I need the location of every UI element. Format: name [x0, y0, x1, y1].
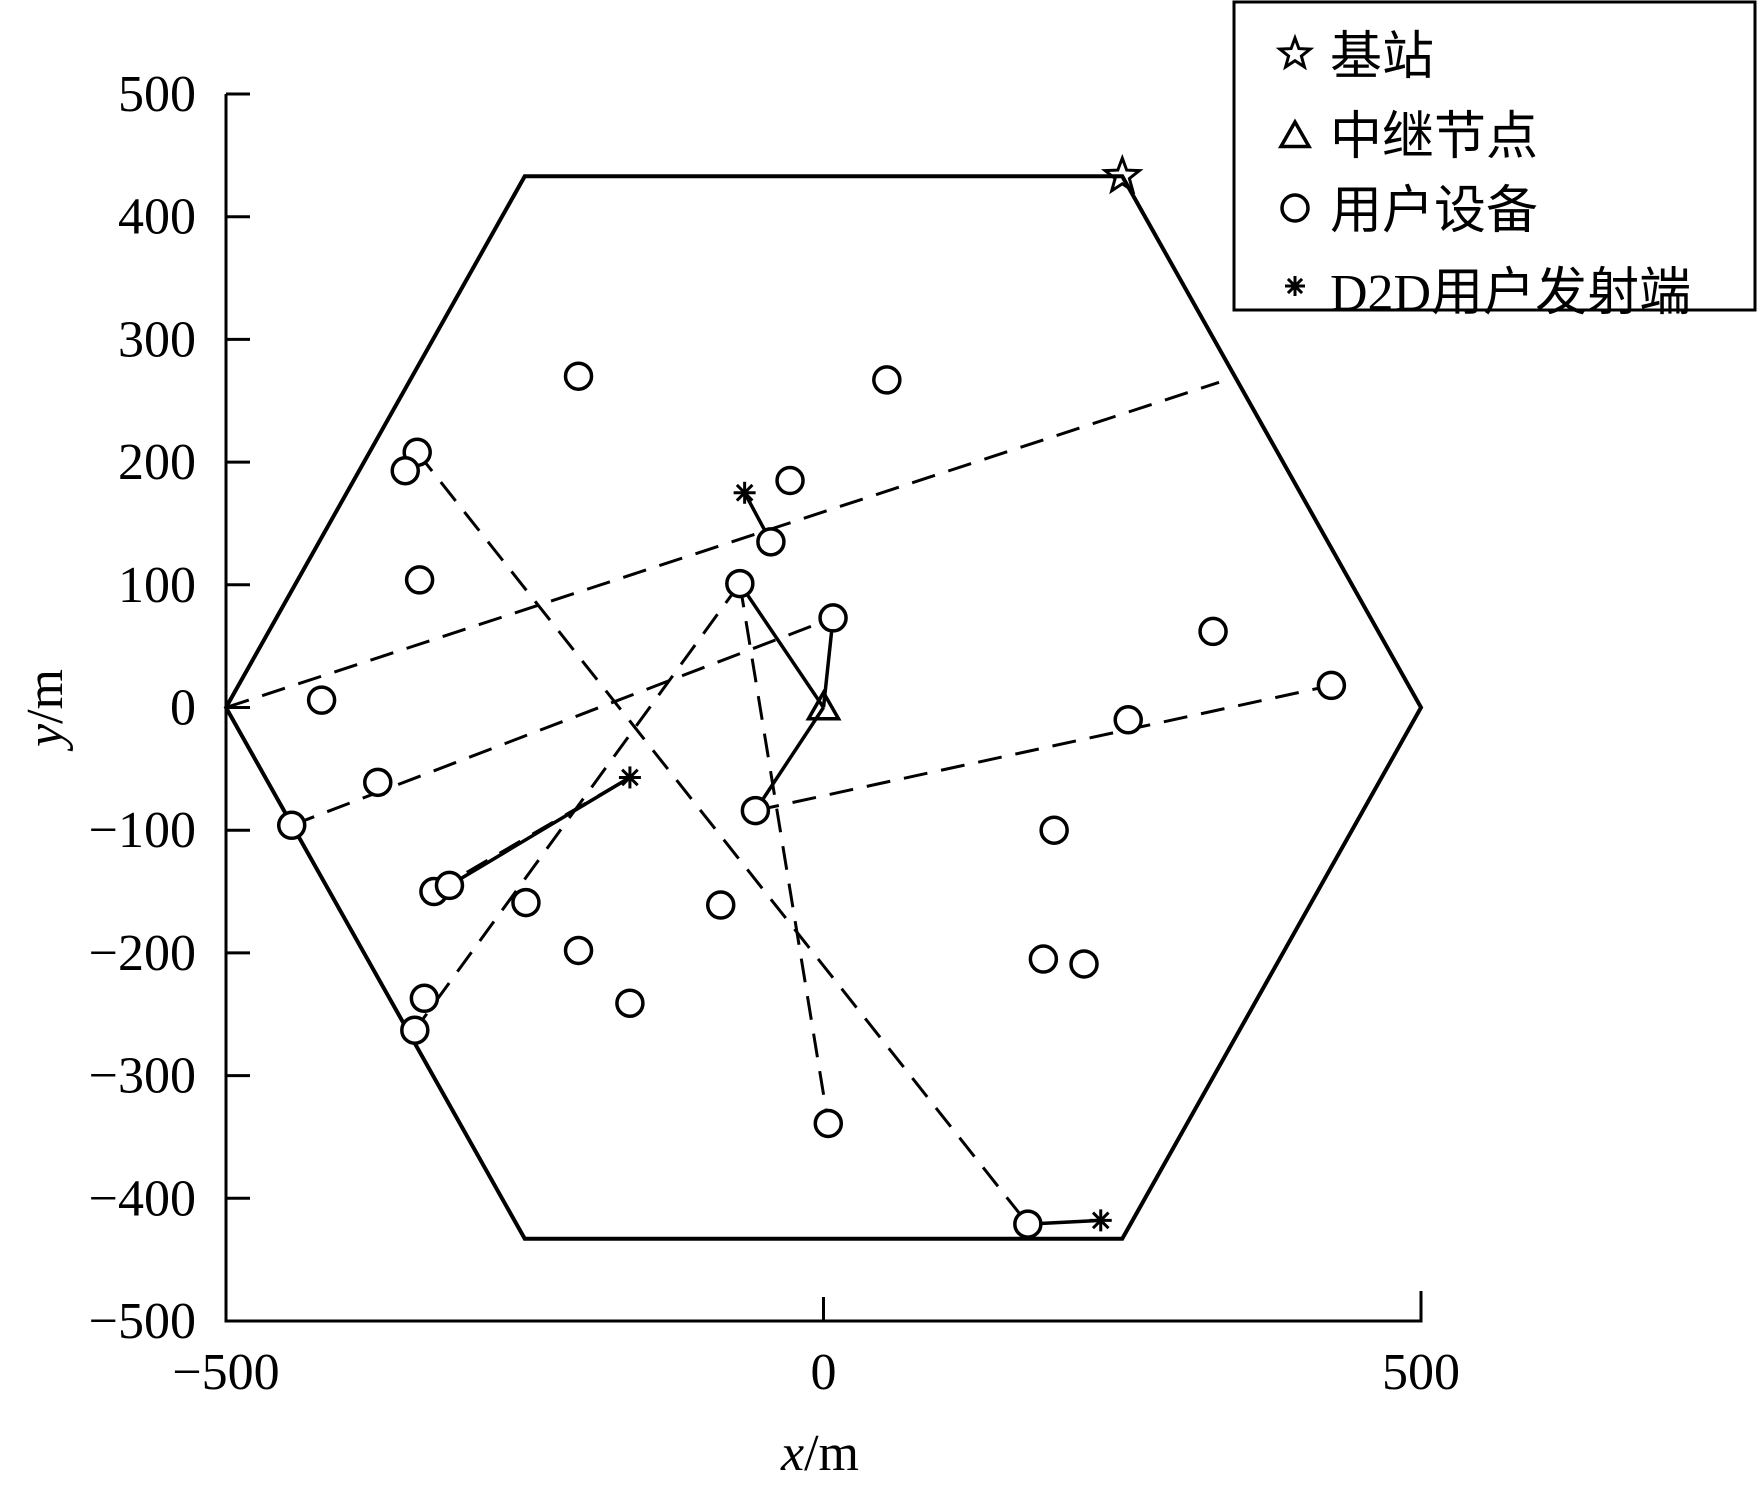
- legend-circle-icon: [1280, 193, 1310, 223]
- user-equipment-point: [740, 795, 771, 826]
- dashed-link: [416, 451, 1030, 1225]
- legend-star-icon: [1275, 33, 1315, 71]
- y-tick-label: −400: [89, 1170, 196, 1227]
- legend-asterisk-icon: [1285, 276, 1305, 296]
- user-equipment-point: [1198, 616, 1228, 647]
- y-tick-label: 500: [118, 66, 196, 123]
- y-tick-label: −200: [89, 925, 196, 982]
- y-tick-label: 400: [118, 189, 196, 246]
- user-equipment-points: [276, 361, 1347, 1239]
- user-equipment-point: [409, 983, 440, 1014]
- legend-item: 基站: [1275, 29, 1434, 86]
- user-equipment-point: [872, 365, 902, 395]
- asterisk-stroke: [1286, 277, 1304, 295]
- user-equipment-point: [434, 870, 465, 901]
- d2d-transmitter-points: [618, 481, 1112, 1232]
- x-tick-label: −500: [172, 1344, 279, 1401]
- d2d-transmitter-point: [618, 766, 641, 789]
- solid-link: [738, 582, 825, 709]
- d2d-transmitter-point: [1089, 1209, 1112, 1232]
- solid-link: [753, 706, 825, 812]
- legend-label: 用户设备: [1330, 183, 1538, 240]
- y-tick-label: 0: [170, 680, 196, 737]
- user-equipment-point: [1039, 815, 1069, 845]
- user-equipment-point: [563, 935, 594, 966]
- user-equipment-point: [1316, 670, 1347, 701]
- legend-box: [1232, 0, 1757, 312]
- y-axis-title: y/m: [17, 669, 74, 752]
- relay-node-point: [805, 688, 842, 721]
- user-equipment-point: [404, 565, 435, 595]
- asterisk-stroke: [735, 483, 754, 502]
- user-equipment-point: [276, 810, 307, 841]
- solid-links: [448, 491, 1101, 1226]
- x-tick-label: 500: [1382, 1344, 1460, 1401]
- y-ticks: 500 400 300 200 100 0 −100 −200 −300 −400 −500: [89, 66, 250, 1350]
- user-equipment-point: [1013, 1209, 1043, 1239]
- asterisk-stroke: [1091, 1211, 1110, 1230]
- solid-link: [448, 775, 631, 887]
- asterisk-stroke: [621, 768, 639, 787]
- y-tick-label: −500: [89, 1293, 196, 1350]
- user-equipment-point: [615, 988, 645, 1018]
- y-tick-label: −100: [89, 802, 196, 859]
- legend-triangle-icon: [1277, 118, 1313, 149]
- user-equipment-point: [705, 890, 736, 920]
- user-equipment-point: [1028, 944, 1059, 974]
- base-station-point: [1100, 153, 1144, 195]
- legend-label: 基站: [1330, 29, 1434, 86]
- legend-item: D2D用户发射端: [1285, 265, 1691, 322]
- dashed-link: [738, 583, 830, 1124]
- user-equipment-point: [813, 1108, 844, 1139]
- user-equipment-point: [756, 527, 786, 557]
- legend-item: 用户设备: [1280, 183, 1538, 240]
- y-tick-label: 100: [118, 557, 196, 614]
- user-equipment-point: [363, 767, 393, 798]
- user-equipment-point: [390, 455, 420, 486]
- user-equipment-point: [563, 361, 594, 391]
- user-equipment-point: [1113, 705, 1143, 735]
- user-equipment-point: [725, 568, 755, 599]
- plot-area: [223, 153, 1424, 1241]
- base-station-points: [1100, 153, 1144, 195]
- x-ticks: −500 0 500: [172, 1297, 1460, 1401]
- legend-label: D2D用户发射端: [1330, 265, 1691, 322]
- user-equipment-point: [818, 603, 848, 633]
- d2d-transmitter-point: [733, 481, 756, 504]
- y-tick-label: 200: [118, 434, 196, 491]
- legend-item: 中继节点: [1277, 109, 1538, 166]
- user-equipment-point: [511, 887, 541, 918]
- dashed-link: [755, 683, 1332, 813]
- dashed-link: [225, 380, 1220, 709]
- y-tick-label: −300: [89, 1048, 196, 1105]
- user-equipment-point: [306, 685, 337, 715]
- legend-label: 中继节点: [1330, 109, 1538, 166]
- y-tick-label: 300: [118, 311, 196, 368]
- x-axis-title: x/m: [780, 1425, 859, 1482]
- user-equipment-point: [400, 1015, 430, 1045]
- user-equipment-point: [1069, 949, 1099, 979]
- x-tick-label: 0: [811, 1344, 837, 1401]
- user-equipment-point: [775, 465, 805, 496]
- dashed-links: [225, 380, 1332, 1225]
- relay-node-points: [805, 688, 842, 721]
